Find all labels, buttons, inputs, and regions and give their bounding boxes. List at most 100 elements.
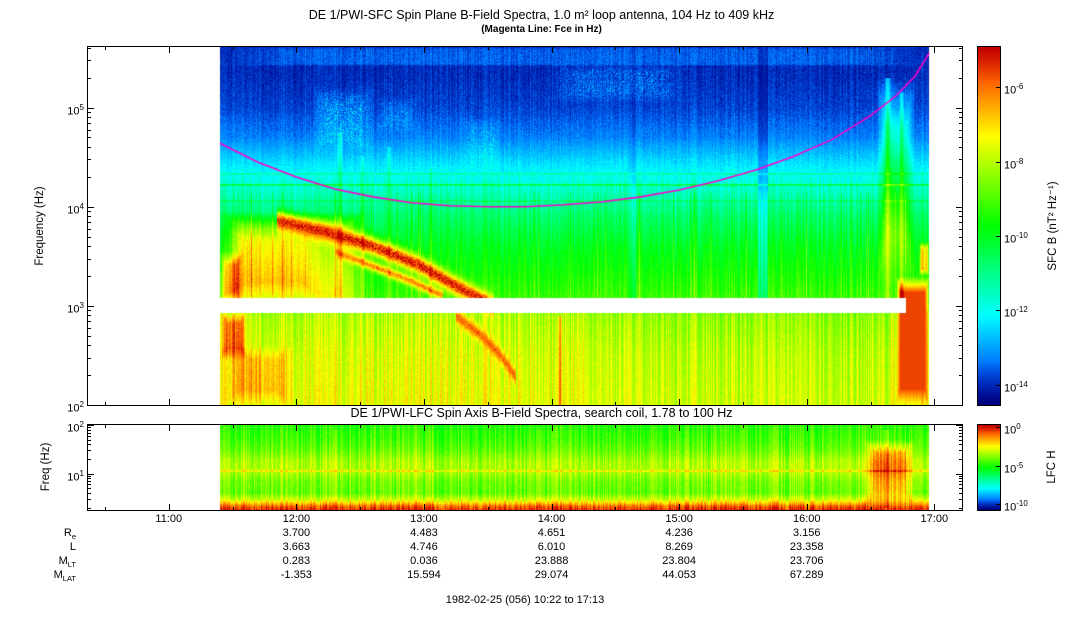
ephemeris-value: 4.746 (410, 541, 438, 553)
sfc-frequency-axis-label: Frequency (Hz) (34, 186, 46, 266)
y-tick-label: 104 (67, 202, 84, 217)
axis-tick (996, 310, 1000, 311)
axis-tick (88, 112, 91, 113)
axis-tick (424, 504, 425, 510)
colorbar-tick-label: 10-10 (1004, 499, 1028, 514)
axis-tick (88, 130, 91, 131)
axis-tick (88, 222, 91, 223)
ephemeris-row-label: L (69, 541, 76, 553)
axis-tick (105, 507, 106, 510)
axis-tick (807, 399, 808, 405)
axis-tick (959, 177, 962, 178)
axis-tick (88, 476, 91, 477)
axis-tick (88, 246, 91, 247)
axis-tick (88, 405, 94, 406)
ephemeris-value: 4.483 (410, 527, 438, 539)
axis-tick (956, 425, 962, 426)
ephemeris-value: 3.700 (282, 527, 311, 539)
axis-tick (679, 399, 680, 405)
axis-tick (807, 425, 808, 431)
axis-tick (959, 310, 962, 311)
axis-tick (88, 276, 91, 277)
x-tick-label: 13:00 (410, 513, 438, 525)
x-tick-label: 15:00 (665, 513, 693, 525)
axis-tick (88, 48, 91, 49)
axis-tick (88, 499, 91, 500)
axis-tick (996, 385, 1000, 386)
axis-tick (959, 147, 962, 148)
y-tick-label: 101 (67, 469, 84, 484)
axis-tick (959, 315, 962, 316)
axis-tick (88, 430, 91, 431)
axis-tick (169, 47, 170, 53)
axis-tick (996, 236, 1000, 237)
axis-tick (871, 402, 872, 405)
axis-tick (88, 60, 91, 61)
axis-tick (959, 358, 962, 359)
sfc-colorbar-canvas (978, 47, 1000, 405)
axis-tick (959, 450, 962, 451)
axis-tick (959, 48, 962, 49)
axis-tick (996, 504, 1000, 505)
lfc-colorbar-label: LFC H (1046, 450, 1058, 484)
colorbar-tick-label: 10-5 (1004, 461, 1024, 476)
axis-tick (88, 306, 94, 307)
axis-tick (424, 399, 425, 405)
axis-tick (807, 504, 808, 510)
axis-tick (743, 47, 744, 50)
x-tick-label: 16:00 (792, 513, 821, 525)
axis-tick (88, 259, 91, 260)
axis-tick (105, 402, 106, 405)
axis-tick (615, 507, 616, 510)
axis-tick (679, 425, 680, 431)
ephemeris-value: 6.010 (537, 541, 566, 553)
axis-tick (956, 306, 962, 307)
axis-tick (959, 216, 962, 217)
axis-tick (488, 425, 489, 428)
axis-tick (615, 425, 616, 428)
axis-tick (88, 137, 91, 138)
ephemeris-value: 0.283 (282, 555, 311, 567)
axis-tick (296, 425, 297, 431)
axis-tick (88, 328, 91, 329)
axis-tick (679, 47, 680, 53)
ephemeris-value: 44.053 (662, 569, 696, 581)
axis-tick (959, 476, 962, 477)
axis-tick (959, 159, 962, 160)
axis-tick (296, 47, 297, 53)
axis-tick (88, 345, 91, 346)
axis-tick (169, 504, 170, 510)
axis-tick (88, 375, 91, 376)
axis-tick (88, 177, 91, 178)
ephemeris-value: -1.353 (280, 569, 312, 581)
axis-tick (934, 47, 935, 53)
ephemeris-value: 23.888 (534, 555, 569, 567)
ephemeris-value: 15.594 (407, 569, 441, 581)
axis-tick (88, 216, 91, 217)
colorbar-tick-label: 10-6 (1004, 82, 1024, 97)
axis-tick (88, 229, 91, 230)
lfc-spectrogram-canvas (88, 425, 962, 510)
axis-tick (959, 488, 962, 489)
y-tick-label: 105 (67, 103, 84, 118)
lfc-spectrogram-panel (87, 424, 963, 511)
axis-tick (88, 488, 91, 489)
axis-tick (959, 493, 962, 494)
axis-tick (88, 450, 91, 451)
axis-tick (488, 47, 489, 50)
axis-tick (88, 315, 91, 316)
axis-tick (88, 159, 91, 160)
sfc-title: DE 1/PWI-SFC Spin Plane B-Field Spectra,… (308, 8, 775, 22)
axis-tick (871, 425, 872, 428)
axis-tick (959, 499, 962, 500)
axis-tick (615, 402, 616, 405)
axis-tick (959, 478, 962, 479)
ephemeris-value: 4.651 (537, 527, 566, 539)
axis-tick (88, 321, 91, 322)
axis-tick (88, 207, 94, 208)
axis-tick (934, 425, 935, 431)
ephemeris-value: 0.036 (410, 555, 438, 567)
axis-tick (959, 345, 962, 346)
ephemeris-value: 23.804 (662, 555, 696, 567)
axis-tick (959, 78, 962, 79)
